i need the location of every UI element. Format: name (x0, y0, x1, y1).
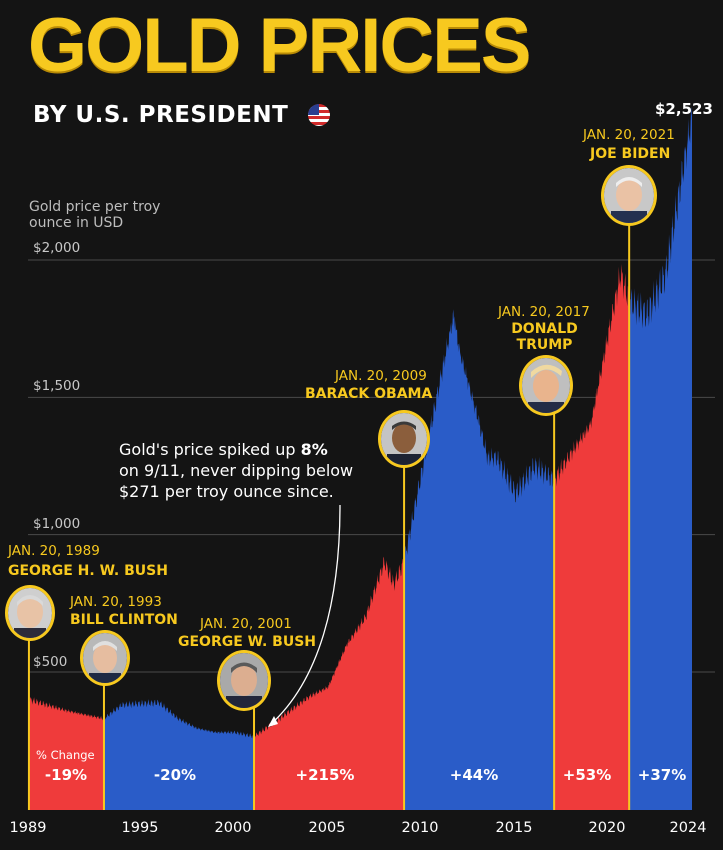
george-hw-bush-portrait (5, 585, 55, 641)
president-name: BARACK OBAMA (305, 386, 433, 402)
y-tick-label: $500 (33, 654, 68, 670)
us-flag-icon (308, 104, 330, 126)
peak-price-label: $2,523 (655, 100, 713, 118)
x-tick-label: 2024 (669, 820, 707, 836)
george-w-bush-portrait (217, 650, 271, 711)
annotation-arrow (269, 504, 341, 726)
term-area-2 (254, 556, 405, 810)
president-name: DONALD TRUMP (502, 321, 587, 353)
x-tick-label: 2000 (214, 820, 252, 836)
percent-change-label: % Change (36, 748, 95, 762)
president-name: GEORGE H. W. BUSH (8, 563, 168, 579)
term-start-date: JAN. 20, 2021 (583, 127, 675, 143)
percent-change: +37% (637, 766, 687, 784)
donald-trump-portrait (519, 355, 573, 416)
president-name-line1: DONALD (511, 321, 578, 337)
joe-biden-portrait (601, 165, 657, 226)
annotation-text: $271 per troy ounce since. (119, 482, 334, 501)
chart-subtitle: BY U.S. PRESIDENT (33, 102, 289, 128)
y-axis-label-line1: Gold price per troy (29, 199, 161, 215)
annotation-text: Gold's price spiked up (119, 440, 301, 459)
term-start-date: JAN. 20, 1993 (70, 594, 162, 610)
percent-change: +215% (295, 766, 355, 784)
president-name: JOE BIDEN (590, 146, 671, 162)
x-tick-label: 1989 (9, 820, 47, 836)
x-tick-label: 2020 (588, 820, 626, 836)
term-start-date: JAN. 20, 2017 (498, 304, 590, 320)
annotation-arrowhead (268, 716, 278, 727)
x-tick-label: 2010 (401, 820, 439, 836)
president-name-line2: TRUMP (516, 337, 573, 353)
x-tick-label: 1995 (121, 820, 159, 836)
sept-11-annotation: Gold's price spiked up 8% on 9/11, never… (119, 439, 389, 502)
chart-title: GOLD PRICES (28, 3, 532, 88)
y-tick-label: $2,000 (33, 240, 81, 256)
bill-clinton-portrait (80, 630, 130, 686)
term-area-1 (103, 699, 255, 810)
term-start-date: JAN. 20, 1989 (8, 543, 100, 559)
term-area-4 (554, 264, 630, 810)
term-area-0 (28, 696, 104, 810)
term-start-date: JAN. 20, 2009 (335, 368, 427, 384)
x-tick-label: 2005 (308, 820, 346, 836)
y-axis-label-line2: ounce in USD (29, 215, 124, 231)
president-name: BILL CLINTON (70, 612, 178, 628)
y-tick-label: $1,500 (33, 378, 81, 394)
president-name: GEORGE W. BUSH (178, 634, 316, 650)
y-tick-label: $1,000 (33, 516, 81, 532)
annotation-highlight: 8% (300, 440, 328, 459)
term-area-5 (629, 106, 692, 811)
annotation-text: on 9/11, never dipping below (119, 461, 354, 480)
barack-obama-portrait (378, 410, 430, 468)
percent-change: +44% (449, 766, 499, 784)
term-area-3 (404, 309, 555, 810)
y-axis-label: Gold price per troy ounce in USD (29, 199, 199, 231)
percent-change: -20% (153, 766, 197, 784)
term-start-date: JAN. 20, 2001 (200, 616, 292, 632)
percent-change: -19% (44, 766, 88, 784)
x-tick-label: 2015 (495, 820, 533, 836)
percent-change: +53% (562, 766, 612, 784)
